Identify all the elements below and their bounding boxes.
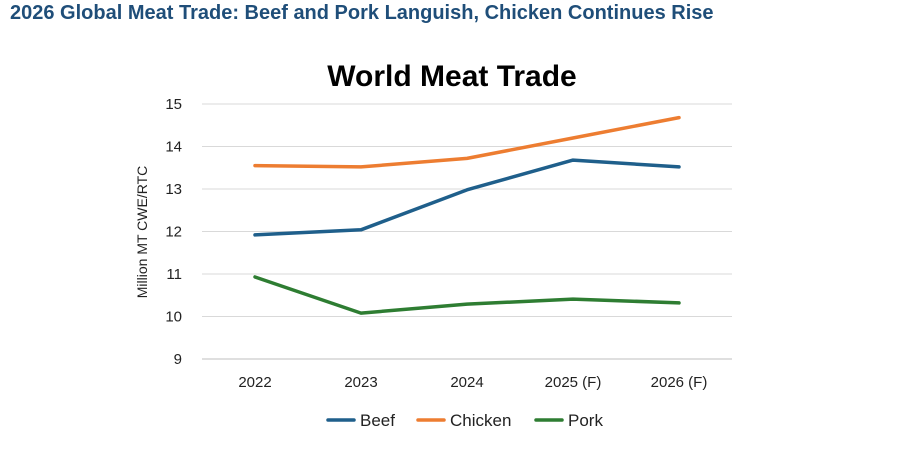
page-headline: 2026 Global Meat Trade: Beef and Pork La… [10, 2, 714, 24]
y-tick-label: 14 [165, 139, 182, 156]
y-axis-ticks: 9 10 11 12 13 14 15 [165, 96, 182, 368]
legend: Beef Chicken Pork [326, 411, 603, 430]
legend-label-pork: Pork [568, 411, 603, 430]
y-tick-label: 10 [165, 309, 182, 326]
y-axis-label: Million MT CWE/RTC [134, 166, 150, 299]
x-axis-ticks: 2022 2023 2024 2025 (F) 2026 (F) [238, 374, 707, 391]
y-tick-label: 12 [165, 224, 182, 241]
series-line-chicken [253, 115, 681, 169]
x-tick-label: 2024 [450, 374, 483, 391]
legend-label-chicken: Chicken [450, 411, 511, 430]
x-tick-label: 2022 [238, 374, 271, 391]
series-lines [253, 115, 681, 315]
chart-title: World Meat Trade [327, 60, 577, 93]
y-tick-label: 9 [174, 351, 182, 368]
y-tick-label: 11 [166, 266, 182, 283]
series-line-pork [253, 275, 681, 315]
x-tick-label: 2026 (F) [651, 374, 708, 391]
y-tick-label: 13 [165, 181, 182, 198]
legend-label-beef: Beef [360, 411, 395, 430]
series-line-beef [253, 158, 681, 237]
x-tick-label: 2023 [344, 374, 377, 391]
grid-lines [202, 103, 732, 360]
x-tick-label: 2025 (F) [545, 374, 602, 391]
y-tick-label: 15 [165, 96, 182, 113]
